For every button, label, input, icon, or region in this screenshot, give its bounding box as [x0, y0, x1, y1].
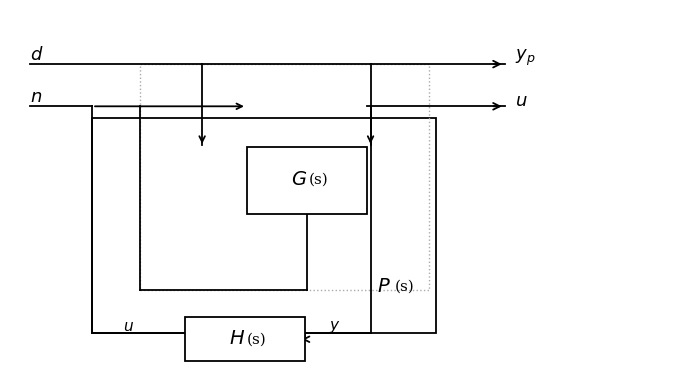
Text: (s): (s) [308, 173, 328, 187]
Text: $u$: $u$ [515, 91, 527, 110]
Text: (s): (s) [247, 332, 266, 346]
Text: $u$: $u$ [123, 320, 134, 334]
Text: $d$: $d$ [30, 46, 44, 63]
Text: $H$: $H$ [229, 330, 245, 348]
Text: $G$: $G$ [291, 171, 307, 189]
Text: $y$: $y$ [329, 319, 341, 335]
Bar [185, 317, 305, 361]
Text: (s): (s) [394, 280, 414, 294]
Text: $y_p$: $y_p$ [515, 48, 536, 68]
Bar [92, 118, 436, 333]
Text: $n$: $n$ [30, 88, 42, 106]
Text: $P$: $P$ [378, 277, 391, 296]
Bar [247, 147, 367, 214]
Bar [140, 64, 429, 290]
